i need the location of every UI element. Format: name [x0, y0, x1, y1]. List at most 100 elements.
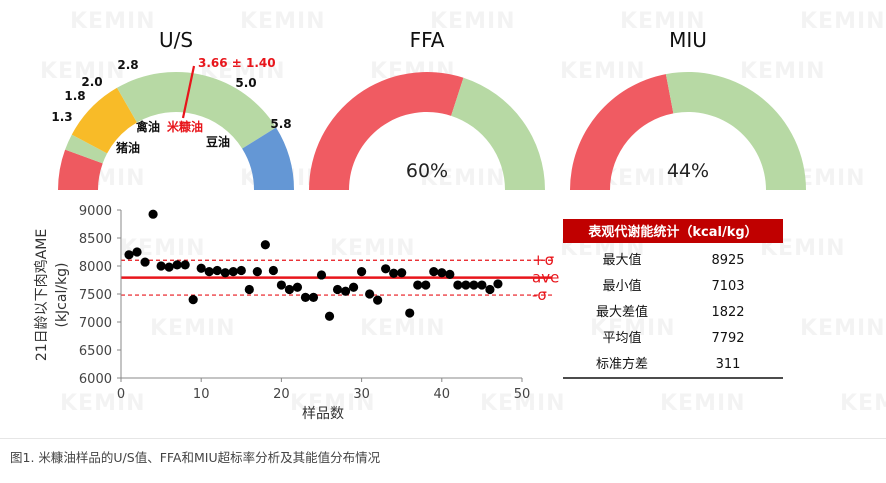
data-point: [292, 282, 303, 292]
us-segment: [65, 134, 108, 164]
data-point: [196, 263, 206, 273]
miu-exceed-arc: [570, 74, 674, 190]
caption-divider: [0, 438, 886, 439]
watermark-text: KEMIN: [290, 391, 376, 416]
data-point: [188, 295, 198, 305]
y-axis-title: 21日龄以下肉鸡AME: [33, 229, 50, 361]
watermark-text: KEMIN: [420, 166, 506, 191]
y-tick-label: 9000: [79, 204, 112, 219]
data-point: [252, 267, 262, 277]
miu-ok-arc: [665, 71, 806, 190]
watermark-text: KEMIN: [740, 59, 826, 84]
y-tick-label: 6500: [79, 344, 112, 359]
x-tick-label: 50: [514, 387, 531, 402]
watermark-text: KEMIN: [480, 391, 566, 416]
data-point: [437, 268, 447, 278]
x-tick-label: 0: [117, 387, 125, 402]
data-point: [340, 286, 351, 296]
watermark-text: KEMIN: [40, 59, 126, 84]
data-point: [228, 267, 238, 277]
data-point: [397, 268, 407, 278]
data-point: [140, 257, 150, 267]
data-point: [260, 240, 270, 250]
data-point: [405, 308, 415, 318]
data-point: [429, 267, 439, 277]
watermark-text: KEMIN: [800, 316, 886, 341]
x-tick-label: 10: [193, 387, 210, 402]
data-point: [453, 280, 463, 290]
data-point: [148, 209, 158, 219]
data-point: [389, 268, 399, 278]
reference-label: +σ: [532, 251, 555, 269]
us-segment: [58, 149, 103, 190]
stats-header-bg: [563, 219, 783, 243]
stats-row-value: 1822: [711, 305, 744, 320]
lard-label: 猪油: [115, 140, 140, 155]
data-point: [172, 260, 182, 270]
data-point: [469, 280, 479, 290]
data-point: [485, 284, 495, 295]
data-point: [164, 262, 174, 272]
us-gauge: U/S 1.3 1.82.0 2.8 5.0 5.8 猪油 禽油 米糠油 豆油 3.66…: [51, 28, 294, 190]
data-point: [332, 284, 343, 295]
watermark-text: KEMIN: [800, 9, 886, 34]
ffa-exceed-arc: [309, 71, 464, 190]
data-point: [284, 284, 295, 295]
data-point: [308, 292, 319, 302]
stats-row-label: 最大差值: [596, 304, 648, 320]
watermark-text: KEMIN: [60, 391, 146, 416]
x-tick-label: 40: [434, 387, 451, 402]
us-segment: [117, 72, 277, 149]
watermark-text: KEMIN: [620, 9, 706, 34]
us-marker-needle: [181, 65, 196, 119]
us-gauge-title: U/S: [159, 28, 193, 52]
data-point: [132, 247, 142, 257]
y-axis-unit: (kJcal/kg): [54, 262, 70, 327]
watermark-text: KEMIN: [70, 9, 156, 34]
stats-row-value: 8925: [711, 253, 744, 268]
x-tick-label: 20: [273, 387, 290, 402]
watermark-text: KEMIN: [150, 316, 236, 341]
watermark-layer: KEMIN KEMIN KEMIN KEMIN KEMIN KEMIN KEMIN KEMIN…: [40, 9, 886, 416]
data-point: [300, 292, 311, 302]
stats-row-label: 平均值: [602, 330, 641, 346]
watermark-text: KEMIN: [600, 166, 686, 191]
us-tick-label: 2.0: [81, 75, 102, 89]
watermark-text: KEMIN: [560, 59, 646, 84]
data-point: [268, 265, 278, 276]
miu-percent: 44%: [667, 160, 709, 182]
rice-bran-label: 米糠油: [167, 119, 203, 134]
stats-row-label: 最小值: [602, 278, 641, 294]
data-point: [413, 280, 423, 290]
watermark-text: KEMIN: [590, 316, 676, 341]
us-tick-label: 2.8: [117, 58, 138, 72]
us-tick-label: 5.0: [235, 76, 256, 90]
watermark-text: KEMIN: [240, 9, 326, 34]
y-tick-label: 8500: [79, 232, 112, 247]
data-point: [212, 265, 222, 276]
data-point: [276, 280, 286, 290]
ffa-ok-arc: [451, 77, 545, 190]
data-point: [316, 270, 327, 280]
miu-gauge: MIU 44%: [570, 28, 806, 190]
y-tick-label: 7500: [79, 288, 112, 303]
watermark-text: KEMIN: [330, 236, 416, 261]
ffa-gauge: FFA 60%: [309, 28, 545, 190]
data-point: [493, 279, 503, 289]
data-point: [204, 267, 214, 277]
y-tick-label: 8000: [79, 260, 112, 275]
reference-label: ave: [532, 269, 559, 287]
reference-label: -σ: [532, 286, 547, 304]
stats-title: 表观代谢能统计（kcal/kg）: [587, 224, 757, 240]
stats-table: 表观代谢能统计（kcal/kg） 最大值 8925 最小值 7103 最大差值 1822 平…: [563, 219, 783, 379]
data-point: [348, 282, 359, 292]
y-tick-label: 7000: [79, 316, 112, 331]
poultry-label: 禽油: [135, 119, 160, 134]
stats-row-label: 最大值: [602, 252, 641, 268]
stats-row-value: 7103: [711, 279, 744, 294]
data-point: [357, 267, 367, 277]
data-point: [236, 265, 246, 276]
watermark-text: KEMIN: [430, 9, 516, 34]
